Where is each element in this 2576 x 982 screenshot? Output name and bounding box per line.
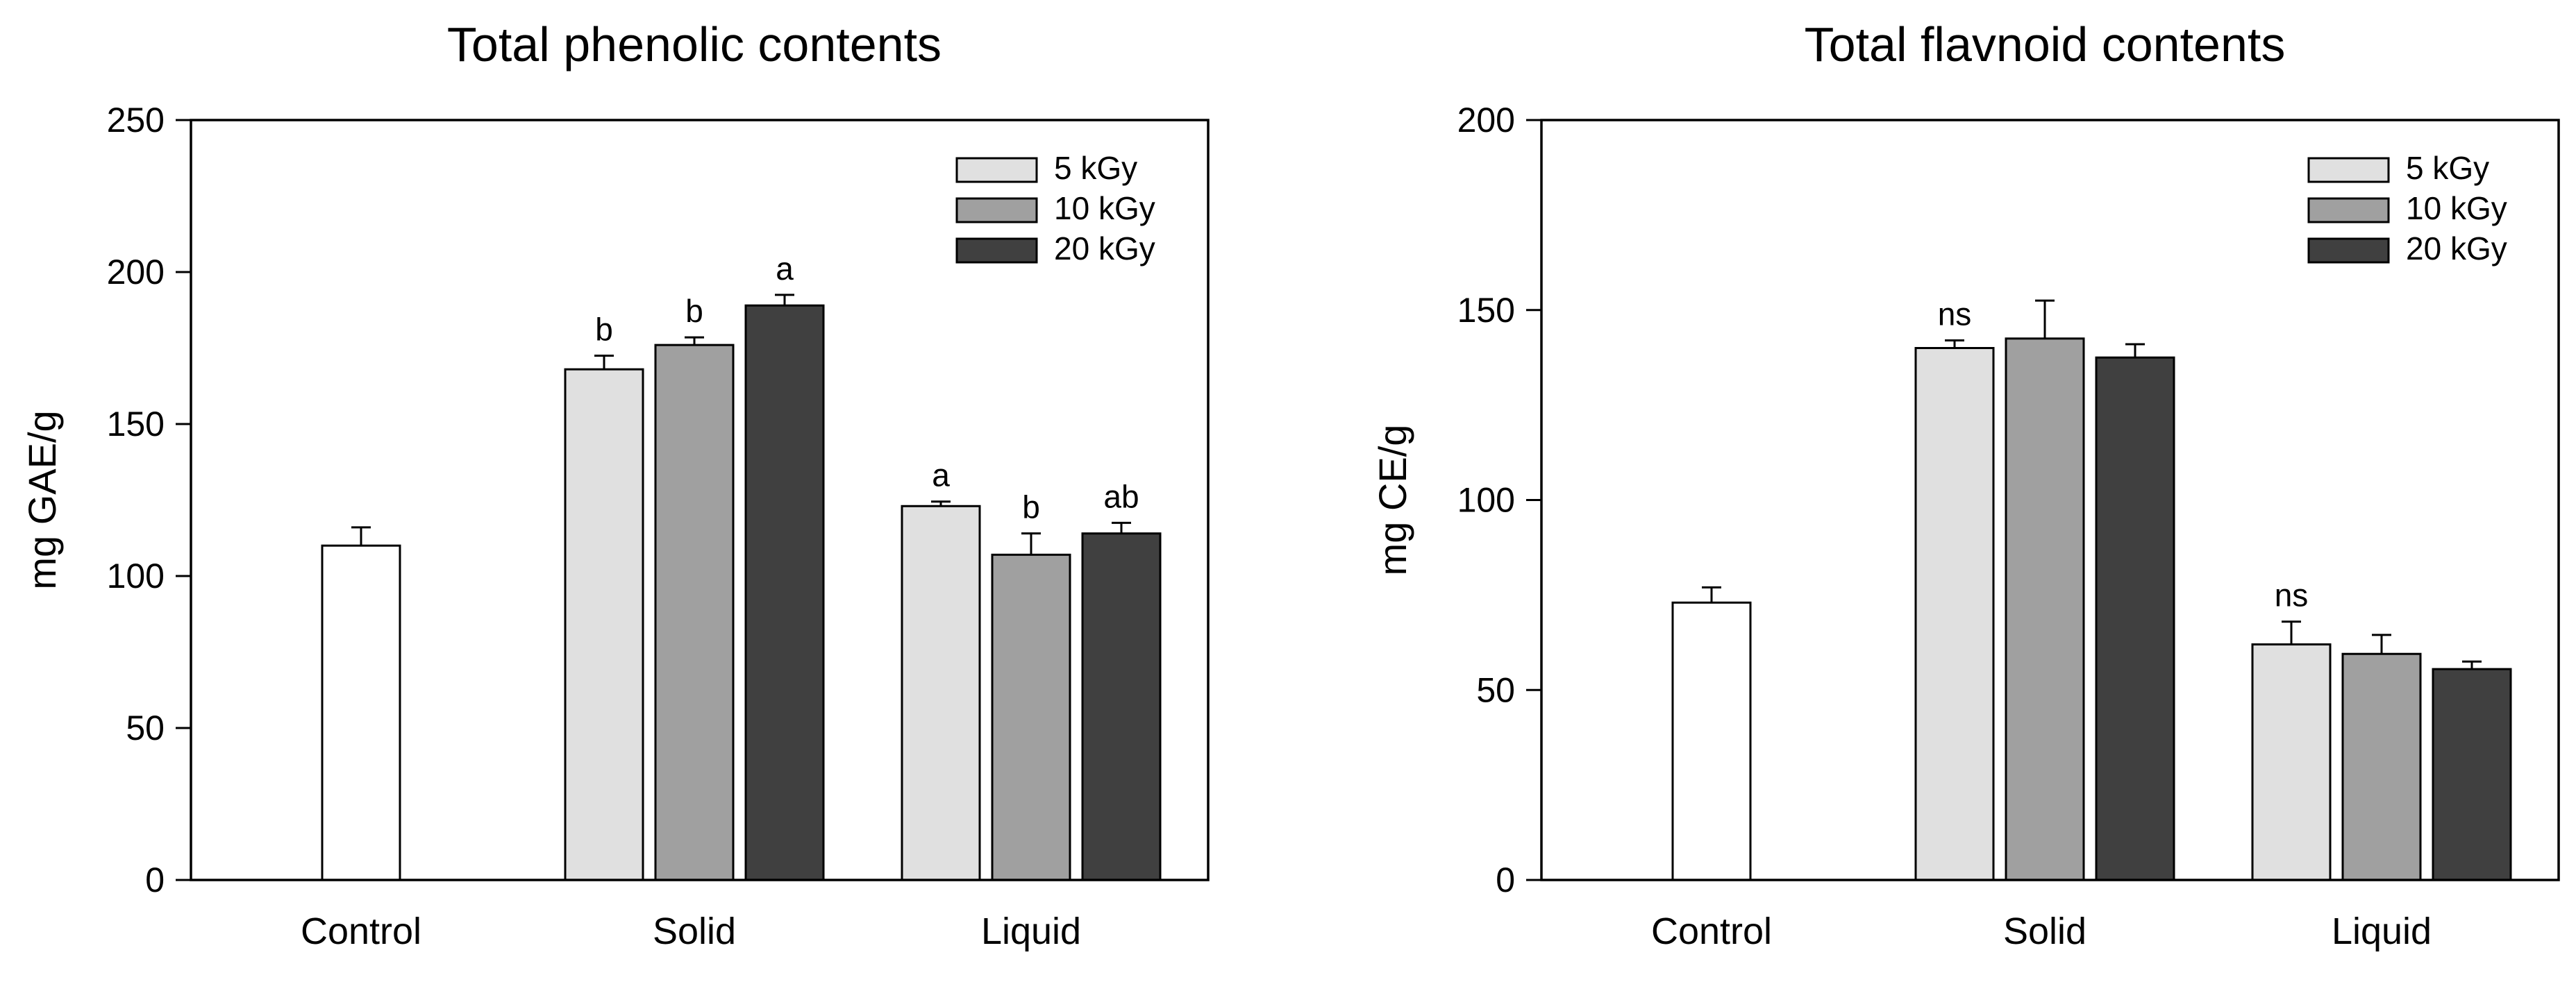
x-category-label: Liquid [981, 911, 1081, 952]
legend-swatch [955, 237, 1038, 264]
plot-frame [1540, 119, 2560, 881]
y-tick-label: 150 [1457, 291, 1515, 330]
legend-label: 10 kGy [1054, 190, 1155, 226]
bar-20-kgy-liquid [1081, 532, 1162, 881]
y-tick-label: 250 [107, 101, 165, 139]
plot-frame [190, 119, 1210, 881]
legend-swatch [955, 157, 1038, 183]
bar-10-kgy-solid [2005, 337, 2085, 881]
y-tick-label: 0 [1496, 861, 1515, 899]
legend-label: 20 kGy [1054, 230, 1155, 266]
bar-control [321, 544, 401, 881]
significance-label: ab [1103, 478, 1139, 514]
x-category-label: Control [1651, 911, 1772, 952]
bar-20-kgy-liquid [2432, 668, 2512, 881]
x-category-label: Control [301, 911, 421, 952]
legend-swatch [955, 197, 1038, 223]
x-category-label: Liquid [2332, 911, 2432, 952]
chart-panel-phenolic: Total phenolic contents mg GAE/g 0 50 100 150… [20, 17, 1210, 952]
significance-label: ns [1938, 296, 1972, 332]
bar-10-kgy-liquid [991, 553, 1071, 881]
y-tick-label: 200 [107, 253, 165, 291]
legend-swatch [2307, 157, 2390, 183]
bar-5-kgy-liquid [2251, 643, 2332, 881]
y-tick-label: 100 [107, 557, 165, 595]
legend-label: 5 kGy [1054, 150, 1137, 186]
bar-control [1671, 601, 1752, 881]
legend-label: 10 kGy [2406, 190, 2507, 226]
significance-label: a [932, 457, 950, 493]
y-tick-label: 50 [126, 709, 165, 747]
significance-label: a [776, 251, 794, 287]
y-tick-label: 100 [1457, 481, 1515, 520]
bar-20-kgy-solid [2095, 356, 2175, 881]
legend-label: 20 kGy [2406, 230, 2507, 266]
significance-label: ns [2275, 577, 2309, 613]
y-tick-label: 0 [145, 861, 165, 899]
chart-title: Total flavnoid contents [1805, 17, 2286, 71]
legend-label: 5 kGy [2406, 150, 2489, 186]
y-axis-label: mg CE/g [1371, 425, 1414, 576]
bar-10-kgy-liquid [2341, 652, 2422, 881]
y-axis-label: mg GAE/g [20, 410, 64, 589]
y-tick-label: 50 [1476, 670, 1515, 709]
y-tick-label: 200 [1457, 101, 1515, 139]
chart-title: Total phenolic contents [447, 17, 942, 71]
significance-label: b [595, 311, 613, 347]
bar-5-kgy-solid [1914, 347, 1995, 881]
bar-10-kgy-solid [654, 344, 735, 881]
legend-swatch [2307, 237, 2390, 264]
x-category-label: Solid [2003, 911, 2086, 952]
bar-5-kgy-liquid [901, 505, 981, 881]
significance-label: b [685, 293, 703, 329]
significance-label: b [1022, 489, 1040, 525]
y-tick-label: 150 [107, 405, 165, 443]
bar-5-kgy-solid [564, 368, 644, 881]
x-category-label: Solid [653, 911, 736, 952]
bar-20-kgy-solid [744, 304, 825, 881]
legend-swatch [2307, 197, 2390, 223]
chart-panel-flavonoid: Total flavnoid contents mg CE/g 0 50 100 150 2… [1371, 17, 2560, 952]
